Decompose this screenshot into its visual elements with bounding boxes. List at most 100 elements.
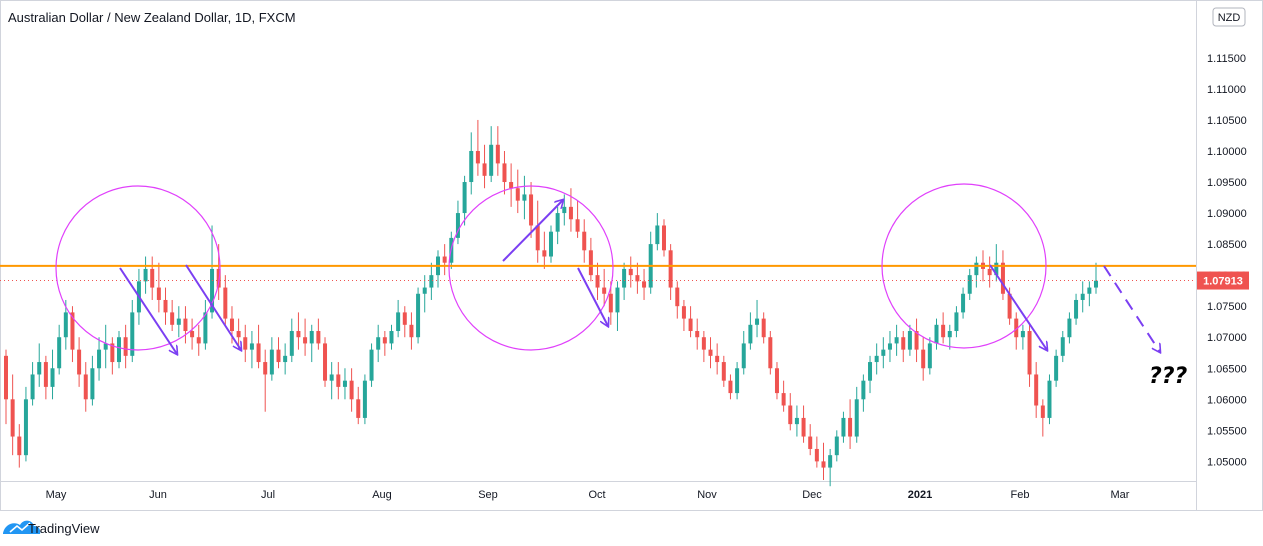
candle-down[interactable] (296, 331, 301, 338)
candle-up[interactable] (283, 355, 288, 363)
candle-up[interactable] (907, 331, 912, 350)
candle-up[interactable] (748, 324, 753, 344)
candle-up[interactable] (469, 150, 474, 183)
candle-up[interactable] (741, 343, 746, 369)
trend-arrow-down[interactable] (577, 267, 608, 326)
candle-down[interactable] (502, 163, 507, 183)
candle-down[interactable] (848, 417, 853, 437)
candle-down[interactable] (509, 182, 514, 189)
candle-up[interactable] (967, 275, 972, 294)
candle-up[interactable] (562, 206, 567, 214)
candle-down[interactable] (575, 219, 580, 232)
candle-down[interactable] (688, 318, 693, 332)
candle-up[interactable] (622, 268, 627, 288)
candle-down[interactable] (708, 349, 713, 356)
candle-down[interactable] (661, 225, 666, 251)
currency-badge[interactable] (1212, 7, 1246, 27)
candle-down[interactable] (43, 362, 48, 387)
candle-down[interactable] (774, 368, 779, 394)
projection-arrow-dashed[interactable] (1103, 265, 1160, 352)
candle-down[interactable] (1007, 293, 1012, 319)
candle-down[interactable] (442, 256, 447, 263)
candle-up[interactable] (841, 417, 846, 437)
candle-up[interactable] (974, 262, 979, 276)
candle-down[interactable] (123, 337, 128, 356)
candle-down[interactable] (216, 268, 221, 288)
candle-down[interactable] (1014, 318, 1019, 338)
tradingview-logo[interactable]: TradingView (3, 520, 100, 536)
candle-down[interactable] (229, 318, 234, 332)
candle-up[interactable] (655, 225, 660, 245)
candle-up[interactable] (462, 182, 467, 214)
candle-up[interactable] (1047, 380, 1052, 418)
candle-up[interactable] (203, 312, 208, 344)
candle-up[interactable] (30, 374, 35, 400)
candle-down[interactable] (728, 380, 733, 394)
candle-down[interactable] (701, 337, 706, 350)
candle-down[interactable] (223, 287, 228, 319)
candle-down[interactable] (4, 355, 8, 400)
candle-down[interactable] (1027, 331, 1032, 375)
candle-down[interactable] (761, 318, 766, 338)
candle-down[interactable] (356, 399, 361, 418)
candle-down[interactable] (681, 306, 686, 319)
candle-up[interactable] (63, 312, 68, 338)
candle-down[interactable] (595, 275, 600, 288)
candle-down[interactable] (901, 337, 906, 350)
candle-up[interactable] (396, 312, 401, 332)
candle-down[interactable] (83, 374, 88, 400)
candle-down[interactable] (721, 362, 726, 381)
candle-up[interactable] (57, 337, 62, 369)
candle-down[interactable] (582, 231, 587, 251)
candle-down[interactable] (628, 268, 633, 276)
candle-up[interactable] (735, 368, 740, 394)
candle-up[interactable] (269, 349, 274, 375)
candle-up[interactable] (130, 312, 135, 356)
candle-up[interactable] (249, 343, 254, 350)
candle-down[interactable] (276, 349, 281, 363)
candle-up[interactable] (881, 349, 886, 356)
candle-up[interactable] (927, 343, 932, 369)
candle-up[interactable] (961, 293, 966, 313)
candle-up[interactable] (947, 331, 952, 338)
candle-up[interactable] (210, 268, 215, 313)
candle-down[interactable] (409, 324, 414, 338)
candle-down[interactable] (1000, 262, 1005, 294)
candle-down[interactable] (70, 312, 75, 350)
candle-down[interactable] (336, 374, 341, 387)
trend-arrow-down[interactable] (185, 264, 241, 350)
candle-down[interactable] (1034, 374, 1039, 406)
candle-down[interactable] (495, 144, 500, 164)
candle-up[interactable] (1067, 318, 1072, 338)
candle-up[interactable] (1087, 287, 1092, 294)
candle-down[interactable] (482, 163, 487, 176)
candle-up[interactable] (522, 194, 527, 201)
candle-down[interactable] (542, 250, 547, 257)
candle-up[interactable] (794, 417, 799, 425)
candle-up[interactable] (289, 331, 294, 356)
candle-down[interactable] (529, 194, 534, 226)
candle-down[interactable] (801, 417, 806, 437)
candle-down[interactable] (170, 312, 175, 325)
candle-up[interactable] (755, 318, 760, 325)
candle-up[interactable] (389, 331, 394, 344)
candle-up[interactable] (1060, 337, 1065, 356)
candle-up[interactable] (362, 380, 367, 418)
candle-up[interactable] (116, 337, 121, 363)
candle-down[interactable] (303, 337, 308, 344)
time-axis[interactable]: May Jun Jul Aug Sep Oct Nov Dec 2021 Feb Mar (46, 489, 1130, 501)
candle-up[interactable] (37, 362, 42, 375)
candle-down[interactable] (1040, 405, 1045, 418)
candle-up[interactable] (176, 318, 181, 325)
candle-down[interactable] (77, 349, 82, 375)
candle-down[interactable] (808, 436, 813, 449)
candle-down[interactable] (156, 287, 161, 300)
candle-up[interactable] (50, 368, 55, 387)
candle-down[interactable] (788, 405, 793, 425)
candle-up[interactable] (342, 380, 347, 387)
candle-up[interactable] (934, 324, 939, 344)
candle-up[interactable] (455, 213, 460, 238)
candle-down[interactable] (608, 293, 613, 313)
candle-up[interactable] (1020, 331, 1025, 338)
candle-down[interactable] (316, 331, 321, 344)
